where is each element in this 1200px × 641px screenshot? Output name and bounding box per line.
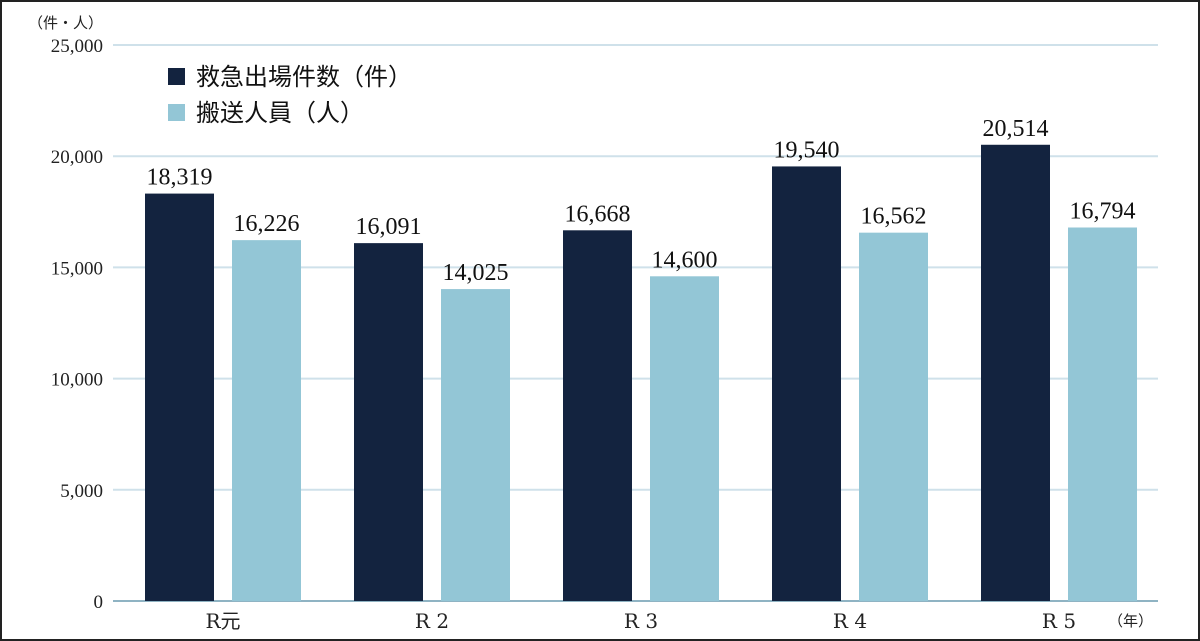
y-tick-label: 0 bbox=[94, 592, 104, 613]
bar bbox=[145, 193, 214, 601]
bar bbox=[354, 243, 423, 601]
bar bbox=[563, 230, 632, 601]
bar-value-label: 20,514 bbox=[983, 116, 1049, 142]
bar-value-label: 16,562 bbox=[861, 204, 927, 230]
y-tick-label: 5,000 bbox=[60, 481, 103, 502]
bar-value-label: 18,319 bbox=[147, 165, 213, 191]
legend-swatch-dispatches bbox=[168, 68, 185, 85]
x-tick-label: R 5 bbox=[1042, 609, 1076, 633]
bar-value-label: 16,226 bbox=[234, 211, 300, 237]
bar-value-label: 14,600 bbox=[652, 247, 718, 273]
bar bbox=[232, 240, 301, 601]
y-tick-label: 20,000 bbox=[51, 147, 103, 168]
bar-value-label: 19,540 bbox=[774, 137, 840, 163]
bar bbox=[1068, 227, 1137, 601]
y-axis: 0 5,000 10,000 15,000 20,000 25,000 bbox=[51, 36, 103, 613]
x-axis-unit-label: （年） bbox=[1108, 612, 1153, 630]
x-tick-label: R 4 bbox=[833, 609, 867, 633]
bar bbox=[772, 166, 841, 601]
x-axis: R元 R 2 R 3 R 4 R 5 bbox=[205, 609, 1076, 633]
x-tick-label: R元 bbox=[205, 609, 240, 633]
bar-value-label: 14,025 bbox=[443, 260, 509, 286]
y-tick-label: 15,000 bbox=[51, 258, 103, 279]
bar-value-label: 16,794 bbox=[1070, 199, 1136, 225]
x-tick-label: R 3 bbox=[624, 609, 658, 633]
legend-label-transported: 搬送人員（人） bbox=[196, 99, 364, 127]
x-tick-label: R 2 bbox=[415, 609, 449, 633]
bar bbox=[859, 232, 928, 601]
bar bbox=[981, 144, 1050, 601]
legend: 救急出場件数（件） 搬送人員（人） bbox=[168, 63, 412, 127]
bar bbox=[441, 289, 510, 601]
y-tick-label: 25,000 bbox=[51, 36, 103, 57]
legend-swatch-transported bbox=[168, 104, 185, 121]
y-axis-unit-label: （件・人） bbox=[28, 14, 103, 32]
bars: 18,319 16,226 16,091 14,025 16,668 14,600 19,5… bbox=[145, 116, 1137, 601]
bar bbox=[650, 276, 719, 601]
legend-label-dispatches: 救急出場件数（件） bbox=[196, 63, 412, 91]
bar-value-label: 16,091 bbox=[356, 214, 422, 240]
y-tick-label: 10,000 bbox=[51, 370, 103, 391]
bar-value-label: 16,668 bbox=[565, 201, 631, 227]
